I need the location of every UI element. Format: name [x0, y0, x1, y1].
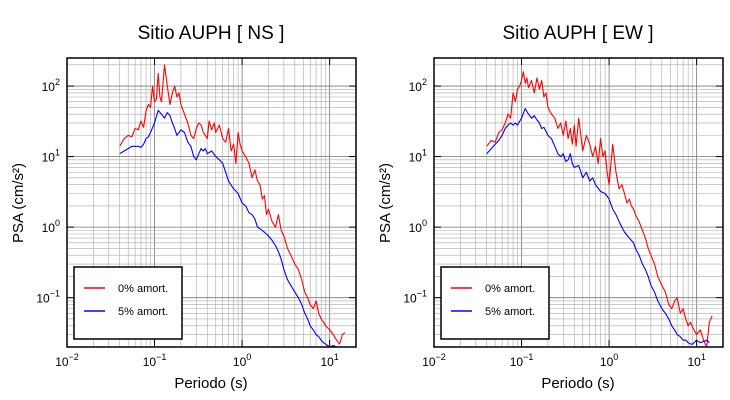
x-tick-labels: 10−2 10−1 100 101: [422, 352, 706, 369]
legend-label: 5% amort.: [118, 306, 168, 318]
y-tick-label: 102: [409, 77, 427, 94]
legend-label: 5% amort.: [485, 306, 535, 318]
chart-title: Sitio AUPH [ NS ]: [138, 23, 285, 44]
y-tick-label: 10−1: [403, 289, 427, 306]
series-lines: [486, 71, 713, 348]
x-tick-label: 101: [687, 352, 705, 369]
x-axis-label: Periodo (s): [174, 375, 247, 392]
y-tick-label: 100: [409, 218, 427, 235]
x-tick-label: 100: [233, 352, 251, 369]
x-tick-labels: 10−2 10−1 100 101: [55, 352, 339, 369]
x-tick-label: 101: [320, 352, 338, 369]
legend-label: 0% amort.: [485, 283, 535, 295]
y-tick-label: 100: [42, 218, 60, 235]
chart-panel-ew: Sitio AUPH [ EW ] 10−2 10−1 100 101 10−1 100…: [377, 23, 724, 392]
legend: 0% amort. 5% amort.: [440, 266, 550, 340]
series-line: [119, 64, 346, 345]
axis-ticks: [66, 58, 356, 347]
chart-panel-ns: Sitio AUPH [ NS ] 10−2 10−1 100 101 10−1 100…: [10, 23, 357, 392]
y-tick-labels: 10−1 100 101 102: [36, 77, 60, 306]
y-axis-label: PSA (cm/s²): [10, 163, 27, 243]
x-tick-label: 10−1: [510, 352, 534, 369]
legend-label: 0% amort.: [118, 283, 168, 295]
x-tick-label: 10−1: [143, 352, 167, 369]
y-tick-label: 101: [409, 148, 427, 165]
legend-box: [440, 266, 550, 340]
x-tick-label: 100: [600, 352, 618, 369]
y-axis-label: PSA (cm/s²): [377, 163, 394, 243]
legend: 0% amort. 5% amort.: [73, 266, 183, 340]
series-line: [486, 71, 713, 348]
y-tick-label: 102: [42, 77, 60, 94]
series-line: [119, 109, 337, 348]
chart-title: Sitio AUPH [ EW ]: [503, 23, 654, 44]
x-tick-label: 10−2: [55, 352, 79, 369]
plot-frame: [433, 57, 724, 348]
x-tick-label: 10−2: [422, 352, 446, 369]
axis-ticks: [433, 58, 723, 347]
y-tick-label: 101: [42, 148, 60, 165]
y-tick-label: 10−1: [36, 289, 60, 306]
legend-box: [73, 266, 183, 340]
plot-frame: [66, 57, 357, 348]
y-tick-labels: 10−1 100 101 102: [403, 77, 427, 306]
series-lines: [119, 64, 346, 348]
x-axis-label: Periodo (s): [541, 375, 614, 392]
series-line: [486, 108, 710, 345]
